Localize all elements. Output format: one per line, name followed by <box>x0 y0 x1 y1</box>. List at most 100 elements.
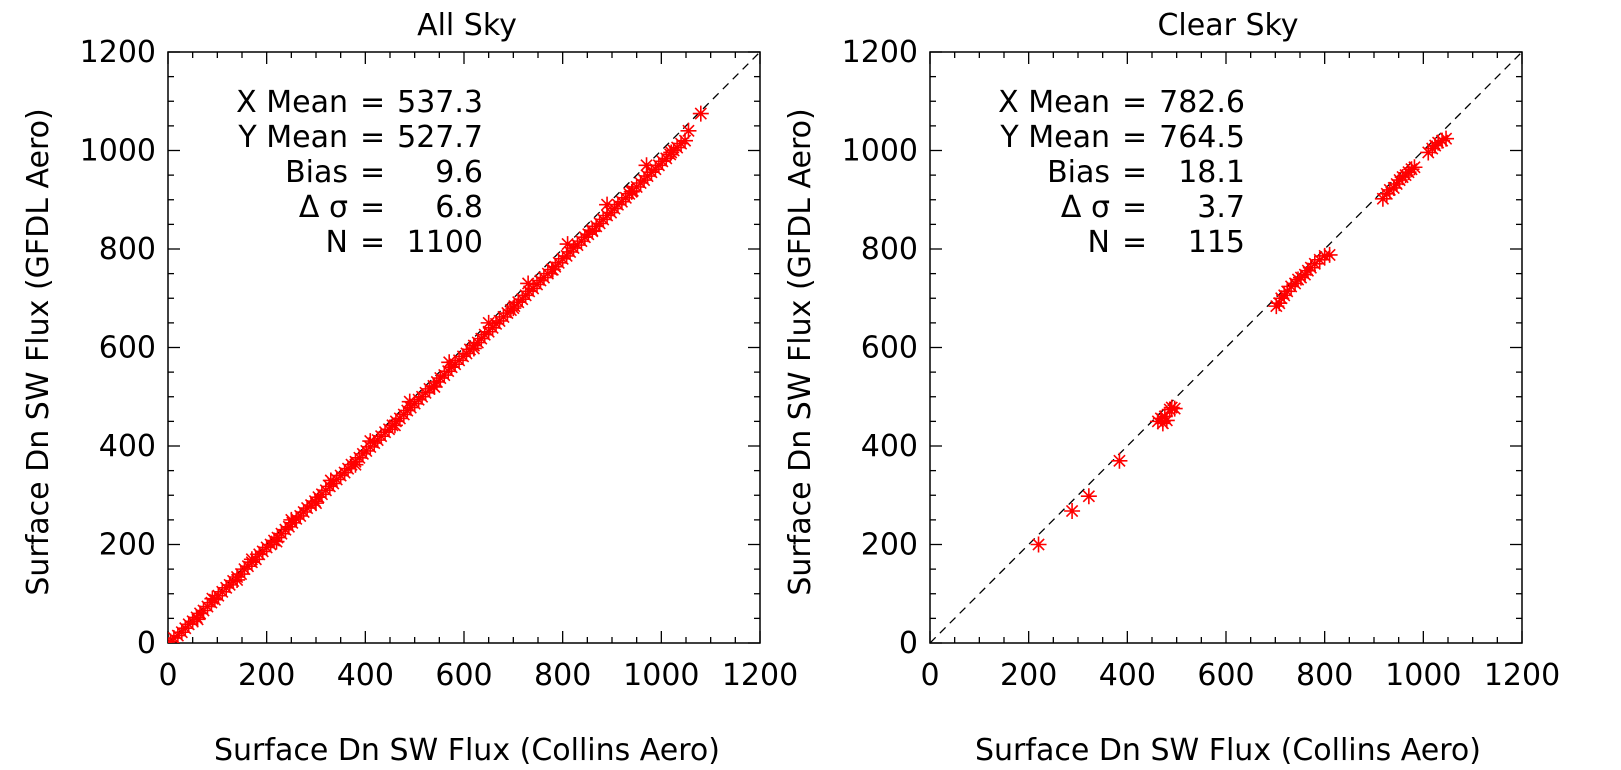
x-tick-label: 600 <box>1197 658 1254 693</box>
stat-equals: = <box>360 120 385 155</box>
stat-value-n: 1100 <box>407 225 483 260</box>
x-tick-label: 1000 <box>623 658 699 693</box>
plot-area: 0 200 400 600 800 1000 1200 0 200 400 600 800 1000 12… <box>80 35 799 693</box>
data-point <box>1430 134 1447 151</box>
stat-label-y-mean: Y Mean <box>999 120 1110 155</box>
chart-title: All Sky <box>417 8 517 43</box>
stat-value-y-mean: 764.5 <box>1159 120 1245 155</box>
data-point <box>638 157 655 174</box>
data-point <box>362 433 379 450</box>
y-tick-label: 1200 <box>80 35 156 70</box>
stat-label-bias: Bias <box>1047 155 1110 190</box>
stat-equals: = <box>360 85 385 120</box>
data-point <box>1316 247 1333 264</box>
stat-value-bias: 18.1 <box>1178 155 1245 190</box>
data-point <box>308 495 324 512</box>
data-point <box>544 261 561 278</box>
stat-label-x-mean: X Mean <box>998 85 1110 120</box>
stat-equals: = <box>1122 225 1147 260</box>
stat-equals: = <box>1122 155 1147 190</box>
x-tick-label: 1200 <box>722 658 798 693</box>
x-axis-label: Surface Dn SW Flux (Collins Aero) <box>975 733 1481 768</box>
y-tick-label: 800 <box>861 232 918 267</box>
y-tick-label: 600 <box>861 331 918 366</box>
stat-label-bias: Bias <box>285 155 348 190</box>
data-point <box>322 472 339 489</box>
data-point <box>229 571 246 588</box>
data-point <box>401 393 418 410</box>
data-point <box>283 511 300 528</box>
data-point <box>347 456 364 473</box>
stat-equals: = <box>1122 120 1147 155</box>
data-point <box>465 340 482 357</box>
data-point <box>204 590 221 607</box>
plot-area: 0 200 400 600 800 1000 1200 0 200 400 600 800 1000 12… <box>842 35 1561 693</box>
data-point <box>1080 488 1097 505</box>
data-point <box>1064 503 1081 520</box>
data-point <box>1030 536 1047 553</box>
chart-title: Clear Sky <box>1157 8 1298 43</box>
stat-value-bias: 9.6 <box>435 155 483 190</box>
data-point <box>1111 452 1128 469</box>
data-point <box>480 314 497 331</box>
y-tick-label: 600 <box>99 331 156 366</box>
x-tick-label: 0 <box>920 658 939 693</box>
x-tick-label: 1000 <box>1385 658 1461 693</box>
x-tick-label: 800 <box>1296 658 1353 693</box>
scatter-series <box>1030 130 1455 553</box>
data-point <box>1381 181 1398 198</box>
stat-equals: = <box>360 225 385 260</box>
stat-equals: = <box>360 155 385 190</box>
stat-equals: = <box>360 190 385 225</box>
stat-label-delta-sigma: Δ σ <box>299 190 348 225</box>
x-tick-label: 400 <box>337 658 394 693</box>
data-point <box>243 551 260 568</box>
data-point <box>441 354 458 371</box>
x-tick-label: 1200 <box>1484 658 1560 693</box>
y-tick-label: 200 <box>99 528 156 563</box>
stats-box: X Mean Y Mean Bias Δ σ N = = = = = 782.6… <box>998 85 1245 260</box>
data-point <box>559 236 576 253</box>
stat-label-n: N <box>326 225 348 260</box>
scatter-series <box>168 105 709 643</box>
data-point <box>599 196 616 213</box>
y-tick-label: 400 <box>99 429 156 464</box>
data-point <box>677 132 694 149</box>
stat-equals: = <box>1122 85 1147 120</box>
stat-value-delta-sigma: 3.7 <box>1197 190 1245 225</box>
data-point <box>1434 132 1451 149</box>
y-tick-label: 1000 <box>842 134 918 169</box>
stat-value-y-mean: 527.7 <box>397 120 483 155</box>
data-point <box>386 417 403 434</box>
data-point <box>189 611 206 628</box>
x-tick-label: 200 <box>238 658 295 693</box>
data-point <box>1152 410 1169 427</box>
stat-value-n: 115 <box>1188 225 1245 260</box>
data-point <box>168 630 182 643</box>
y-tick-label: 200 <box>861 528 918 563</box>
data-point <box>1321 246 1338 263</box>
data-point <box>692 105 709 122</box>
data-point <box>663 144 680 161</box>
y-tick-label: 400 <box>861 429 918 464</box>
stat-value-x-mean: 537.3 <box>397 85 483 120</box>
data-point <box>233 566 250 583</box>
data-point <box>1163 399 1180 416</box>
stat-value-x-mean: 782.6 <box>1159 85 1245 120</box>
stat-label-n: N <box>1088 225 1110 260</box>
data-point <box>1158 412 1175 429</box>
y-tick-label: 1200 <box>842 35 918 70</box>
data-point <box>1406 159 1423 176</box>
x-tick-label: 200 <box>1000 658 1057 693</box>
data-point <box>680 122 697 139</box>
data-point <box>623 183 640 200</box>
x-tick-label: 600 <box>435 658 492 693</box>
stat-equals: = <box>1122 190 1147 225</box>
chart-panel-all-sky: All Sky Surface Dn SW Flux (Collins Aero… <box>21 8 798 768</box>
y-axis-label: Surface Dn SW Flux (GFDL Aero) <box>21 108 56 595</box>
x-tick-label: 800 <box>534 658 591 693</box>
x-tick-label: 0 <box>158 658 177 693</box>
stat-label-y-mean: Y Mean <box>237 120 348 155</box>
data-point <box>1166 400 1183 417</box>
